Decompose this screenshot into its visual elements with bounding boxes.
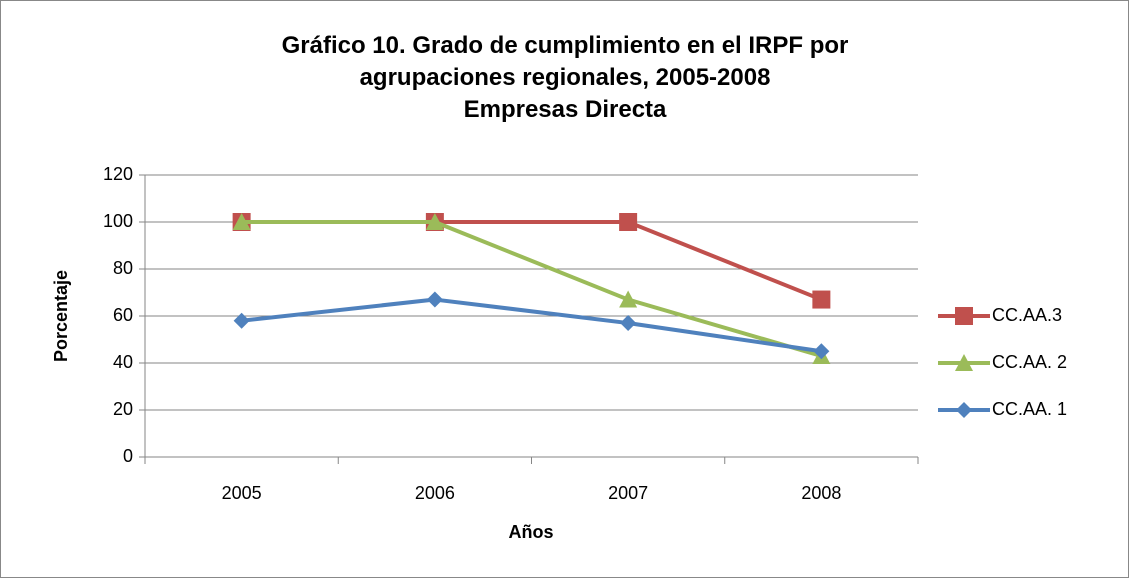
marker (426, 291, 443, 308)
x-tick-label: 2006 (415, 483, 455, 503)
marker (956, 402, 972, 418)
marker (232, 213, 251, 230)
chart-subtitle: Empresas Directa (463, 96, 667, 123)
y-tick-label: 60 (113, 305, 133, 325)
y-tick-label: 100 (103, 211, 133, 231)
marker (619, 213, 638, 231)
chart-title: Gráfico 10. Grado de cumplimiento en el … (281, 32, 849, 91)
y-tick-label: 80 (113, 258, 133, 278)
y-tick-label: 120 (103, 164, 133, 184)
marker (619, 290, 638, 308)
marker (425, 213, 444, 230)
series-line (241, 220, 822, 358)
marker (620, 315, 637, 332)
y-axis-title: Porcentaje (51, 270, 71, 362)
x-tick-label: 2007 (608, 483, 648, 503)
x-tick-label: 2008 (801, 483, 841, 503)
x-tick-label: 2005 (222, 483, 262, 503)
y-tick-label: 0 (123, 446, 133, 466)
y-tick-label: 20 (113, 399, 133, 419)
marker (813, 343, 830, 360)
marker (812, 290, 831, 309)
legend-label: CC.AA. 1 (992, 399, 1067, 419)
marker (233, 312, 250, 329)
title-block: Gráfico 10. Grado de cumplimiento en el … (115, 30, 1015, 126)
marker (955, 307, 973, 325)
legend-label: CC.AA. 2 (992, 352, 1067, 372)
legend-label: CC.AA.3 (992, 305, 1062, 325)
y-tick-label: 40 (113, 352, 133, 372)
marker (955, 354, 973, 371)
x-axis-title: Años (509, 522, 554, 542)
series-line (241, 297, 822, 354)
